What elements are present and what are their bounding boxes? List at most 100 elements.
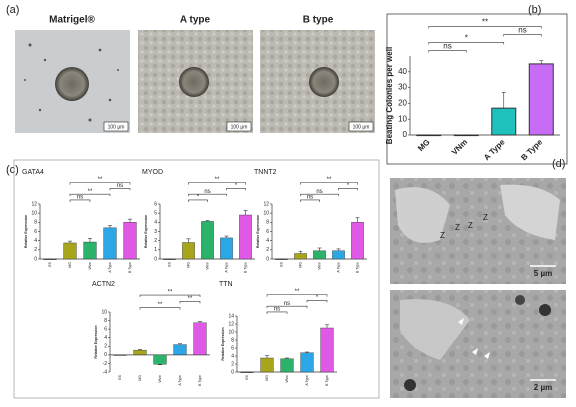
significance-bracket bbox=[179, 301, 201, 304]
chart-title: ACTN2 bbox=[92, 281, 115, 288]
em-mark: Z bbox=[455, 223, 460, 232]
significance-label: ** bbox=[295, 289, 300, 295]
significance-bracket bbox=[266, 294, 328, 297]
bar bbox=[280, 358, 294, 373]
x-tick-label: ES bbox=[118, 374, 122, 379]
y-tick-label: 30 bbox=[398, 83, 407, 92]
significance-label: * bbox=[235, 183, 238, 189]
significance-label: * bbox=[197, 195, 200, 201]
significance-label: * bbox=[465, 34, 468, 43]
y-tick-label: 10 bbox=[228, 329, 234, 335]
chart-frame bbox=[13, 159, 380, 399]
scale-label: 5 µm bbox=[534, 269, 552, 278]
y-tick-label: 0 bbox=[403, 130, 408, 139]
x-tick-label: VNm bbox=[88, 262, 92, 270]
bar bbox=[320, 327, 334, 373]
x-tick-label: VNm bbox=[317, 262, 321, 270]
x-tick-label: ES bbox=[167, 261, 171, 266]
significance-label: ** bbox=[327, 177, 332, 183]
bar bbox=[63, 242, 77, 260]
y-tick-label: 20 bbox=[398, 99, 407, 108]
significance-label: ns bbox=[307, 195, 313, 201]
y-tick-label: 0 bbox=[104, 352, 107, 358]
chart-title: MYOD bbox=[142, 169, 163, 176]
x-tick-label: A Type bbox=[305, 375, 309, 386]
x-tick-label: B Type bbox=[519, 137, 544, 162]
y-tick-label: 4 bbox=[231, 353, 234, 359]
bar bbox=[193, 322, 207, 356]
bar bbox=[332, 250, 345, 260]
x-tick-label: VNm bbox=[285, 375, 289, 383]
x-tick-label: A Type bbox=[178, 375, 182, 386]
significance-bracket bbox=[226, 188, 246, 191]
y-tick-label: 3 bbox=[154, 229, 157, 235]
y-tick-label: 6 bbox=[34, 229, 37, 235]
y-tick-label: 2 bbox=[154, 238, 157, 244]
em-mark: Z bbox=[483, 213, 488, 222]
x-tick-label: B Type bbox=[198, 375, 202, 386]
bar bbox=[313, 250, 326, 260]
chart-title: TTN bbox=[219, 281, 233, 288]
y-tick-label: 2 bbox=[266, 247, 269, 253]
y-tick-label: 2 bbox=[34, 247, 37, 253]
y-tick-label: -2 bbox=[103, 361, 108, 367]
y-tick-label: 0 bbox=[34, 256, 37, 262]
significance-bracket bbox=[300, 182, 358, 185]
bar bbox=[239, 214, 252, 260]
significance-label: ** bbox=[158, 302, 163, 308]
y-tick-label: 2 bbox=[231, 361, 234, 367]
significance-label: ns bbox=[443, 42, 451, 51]
panel-label: (b) bbox=[528, 4, 541, 16]
chart-title: GATA4 bbox=[22, 169, 44, 176]
significance-bracket bbox=[338, 188, 358, 191]
bar bbox=[300, 352, 314, 373]
significance-label: ** bbox=[215, 177, 220, 183]
y-tick-label: 40 bbox=[398, 67, 407, 76]
y-tick-label: 0 bbox=[266, 256, 269, 262]
y-tick-label: 14 bbox=[228, 313, 234, 319]
significance-bracket bbox=[188, 199, 208, 202]
y-tick-label: 10 bbox=[31, 210, 37, 216]
panel-label: (a) bbox=[6, 4, 19, 16]
significance-label: * bbox=[316, 295, 319, 301]
y-tick-label: 6 bbox=[154, 201, 157, 207]
x-tick-label: A Type bbox=[224, 262, 228, 273]
bar bbox=[182, 242, 195, 260]
significance-bracket bbox=[188, 193, 227, 197]
bar bbox=[103, 227, 117, 260]
x-tick-label: A Type bbox=[336, 262, 340, 273]
scale-label: 100 µm bbox=[108, 124, 125, 130]
y-tick-label: 12 bbox=[228, 321, 234, 327]
bar bbox=[491, 107, 517, 136]
chart-title: TNNT2 bbox=[254, 169, 277, 176]
panel-label: (c) bbox=[6, 164, 19, 176]
significance-label: ns bbox=[518, 26, 526, 35]
y-axis-label: Relative Expression bbox=[144, 215, 148, 248]
bar bbox=[294, 253, 307, 260]
micrograph-label: Matrigel® bbox=[49, 15, 95, 26]
significance-label: ns bbox=[117, 183, 123, 189]
significance-label: ns bbox=[204, 189, 210, 195]
y-tick-label: 6 bbox=[231, 345, 234, 351]
significance-bracket bbox=[300, 199, 320, 202]
y-tick-label: 4 bbox=[266, 238, 269, 244]
x-tick-label: VNm bbox=[158, 375, 162, 383]
bar bbox=[220, 237, 233, 260]
chart-frame bbox=[386, 13, 568, 165]
significance-bracket bbox=[188, 182, 246, 185]
significance-bracket bbox=[109, 188, 131, 191]
significance-bracket bbox=[69, 193, 111, 197]
y-axis-label: Relative Expression bbox=[256, 215, 260, 248]
significance-bracket bbox=[428, 50, 467, 53]
significance-label: ns bbox=[274, 307, 280, 313]
y-tick-label: 4 bbox=[104, 335, 107, 341]
x-tick-label: MG bbox=[186, 262, 190, 268]
significance-label: ** bbox=[168, 290, 173, 296]
y-axis-label: Relative Expression bbox=[24, 215, 28, 248]
micrograph-label: B type bbox=[303, 15, 334, 26]
bar bbox=[528, 63, 554, 136]
y-tick-label: 6 bbox=[104, 326, 107, 332]
x-tick-label: ES bbox=[279, 261, 283, 266]
significance-bracket bbox=[69, 182, 131, 185]
